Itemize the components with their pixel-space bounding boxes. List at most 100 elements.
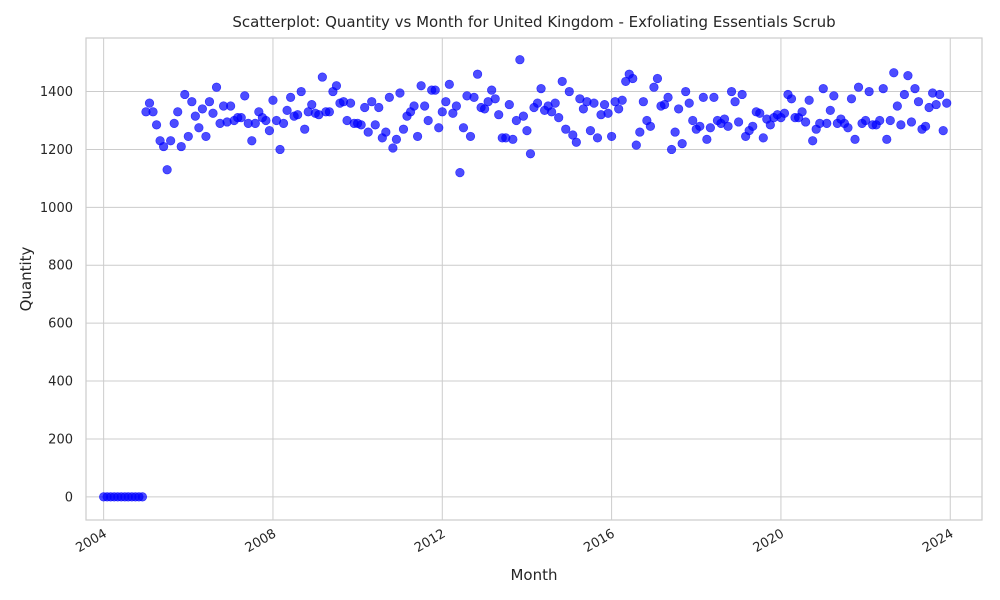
data-point bbox=[536, 84, 546, 94]
x-tick-label: 2024 bbox=[920, 526, 956, 556]
data-point bbox=[151, 120, 162, 130]
data-point bbox=[345, 98, 356, 108]
data-point bbox=[843, 123, 853, 133]
data-point bbox=[882, 134, 892, 144]
data-point bbox=[688, 115, 698, 126]
grid-lines bbox=[86, 38, 982, 520]
data-point bbox=[176, 141, 186, 152]
data-point bbox=[250, 118, 260, 128]
data-point bbox=[850, 134, 860, 144]
data-point bbox=[166, 136, 176, 146]
data-point bbox=[875, 115, 885, 126]
data-point bbox=[885, 115, 895, 126]
data-point bbox=[268, 95, 278, 105]
data-point bbox=[261, 115, 271, 126]
data-point bbox=[550, 98, 560, 108]
data-point bbox=[226, 101, 236, 111]
data-point bbox=[275, 144, 285, 155]
data-point bbox=[409, 101, 419, 111]
data-point bbox=[515, 55, 525, 65]
data-point bbox=[804, 95, 814, 105]
data-point bbox=[564, 86, 574, 97]
data-point bbox=[441, 97, 451, 107]
data-point bbox=[938, 126, 948, 136]
data-point bbox=[589, 98, 599, 108]
data-point bbox=[391, 134, 402, 144]
data-point bbox=[786, 94, 797, 104]
data-point bbox=[465, 131, 476, 142]
data-point bbox=[504, 99, 514, 110]
data-point bbox=[434, 123, 444, 133]
data-point bbox=[829, 91, 839, 101]
data-point bbox=[547, 107, 557, 117]
data-point bbox=[889, 68, 899, 78]
x-tick-label: 2016 bbox=[581, 526, 617, 556]
data-point bbox=[416, 81, 426, 91]
x-tick-label: 2012 bbox=[412, 526, 448, 556]
data-point bbox=[681, 86, 691, 97]
data-point bbox=[702, 134, 712, 144]
y-tick-label: 200 bbox=[48, 432, 73, 447]
chart-title: Scatterplot: Quantity vs Month for Unite… bbox=[232, 13, 835, 31]
x-tick-label: 2008 bbox=[243, 526, 279, 556]
data-point bbox=[370, 120, 380, 130]
y-tick-label: 0 bbox=[65, 490, 73, 505]
data-point bbox=[197, 104, 208, 114]
data-point bbox=[666, 144, 677, 155]
data-point bbox=[384, 92, 394, 102]
data-point bbox=[607, 131, 617, 142]
data-point bbox=[159, 141, 169, 152]
data-point bbox=[603, 108, 613, 118]
data-point bbox=[557, 76, 567, 87]
data-point bbox=[920, 121, 931, 131]
data-point bbox=[398, 124, 409, 134]
data-point bbox=[183, 131, 193, 142]
data-point bbox=[187, 97, 197, 107]
data-point bbox=[942, 98, 952, 108]
data-point bbox=[635, 127, 645, 137]
data-point bbox=[437, 107, 447, 117]
data-point bbox=[599, 99, 610, 110]
data-point bbox=[278, 118, 289, 128]
data-point bbox=[614, 104, 624, 114]
y-tick-label: 1000 bbox=[40, 201, 73, 216]
data-point bbox=[571, 137, 581, 147]
data-point bbox=[730, 97, 740, 107]
data-point bbox=[363, 127, 373, 137]
data-point bbox=[423, 115, 433, 126]
y-tick-label: 1400 bbox=[40, 85, 73, 100]
x-tick-label: 2020 bbox=[751, 526, 787, 556]
data-point bbox=[801, 117, 811, 127]
data-point bbox=[490, 94, 500, 104]
data-point bbox=[733, 117, 744, 127]
data-point bbox=[709, 92, 719, 102]
data-point bbox=[585, 126, 596, 136]
data-point bbox=[293, 110, 303, 120]
plot-frame bbox=[85, 37, 983, 521]
data-point bbox=[388, 143, 398, 153]
data-point bbox=[194, 123, 204, 133]
data-point bbox=[645, 121, 656, 131]
data-point bbox=[617, 95, 627, 105]
data-point bbox=[204, 97, 215, 107]
data-point bbox=[652, 73, 663, 84]
data-point bbox=[698, 92, 708, 102]
data-point bbox=[825, 105, 835, 115]
tick-labels: 0 200 400 600 800 1000 1200 1400 2004 2008 2012 201… bbox=[40, 85, 956, 556]
data-point bbox=[846, 94, 857, 104]
data-point bbox=[931, 99, 941, 110]
data-point bbox=[169, 118, 179, 128]
data-point bbox=[444, 79, 454, 89]
data-point bbox=[638, 97, 648, 107]
data-point bbox=[878, 84, 888, 94]
data-point bbox=[896, 120, 906, 130]
data-point bbox=[684, 98, 694, 108]
data-point bbox=[162, 165, 172, 175]
data-point bbox=[864, 86, 874, 97]
data-point bbox=[208, 108, 218, 118]
data-point bbox=[240, 91, 250, 101]
data-point bbox=[137, 492, 148, 502]
data-point bbox=[522, 126, 532, 136]
data-point bbox=[286, 92, 296, 102]
